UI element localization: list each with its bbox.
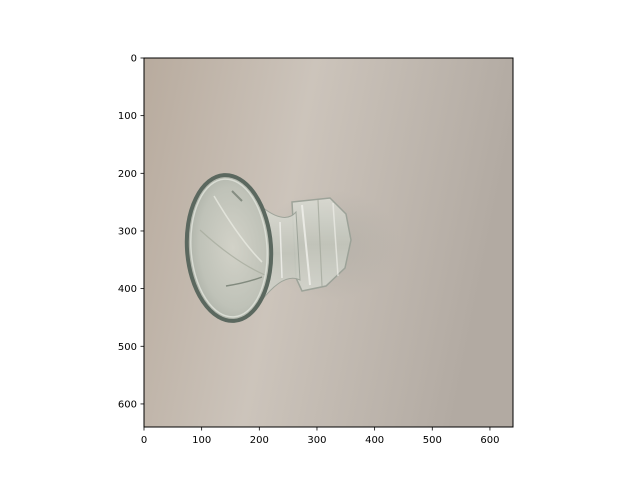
y-tick-label: 100	[118, 111, 137, 122]
x-tick-label: 200	[250, 435, 269, 446]
vase-rim	[184, 173, 274, 323]
y-tick-label: 500	[118, 342, 137, 353]
y-axis: 0 100 200 300 400 500 600	[118, 54, 144, 410]
x-tick-label: 600	[480, 435, 499, 446]
y-tick-label: 0	[131, 54, 137, 65]
axes-frame	[143, 57, 514, 428]
x-axis: 0 100 200 300 400 500 600	[141, 427, 499, 446]
y-tick-label: 600	[118, 399, 137, 410]
glass-vase-icon	[184, 173, 352, 323]
y-tick-label: 300	[118, 226, 137, 237]
x-tick-label: 300	[307, 435, 326, 446]
photo	[144, 58, 513, 427]
y-tick-label: 200	[118, 169, 137, 180]
vase-base	[291, 197, 352, 292]
x-tick-label: 400	[365, 435, 384, 446]
y-tick-label: 400	[118, 284, 137, 295]
vase-mouth	[188, 176, 270, 320]
x-tick-label: 0	[141, 435, 147, 446]
x-tick-label: 500	[423, 435, 442, 446]
x-tick-label: 100	[192, 435, 211, 446]
